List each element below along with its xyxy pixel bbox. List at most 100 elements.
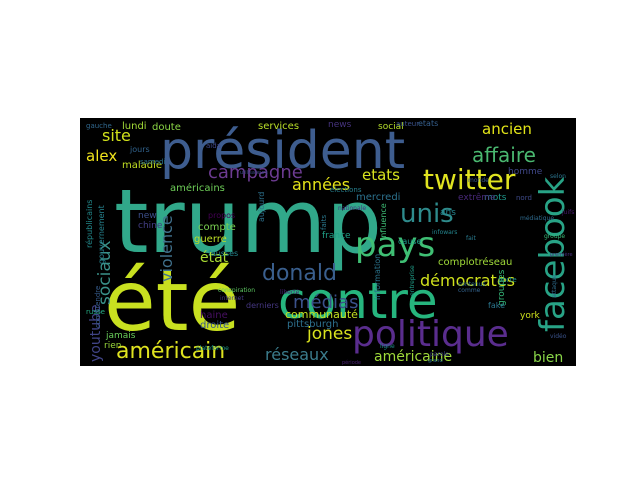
cloud-word: maladie bbox=[122, 160, 162, 171]
cloud-word: utilisateurs bbox=[240, 170, 268, 176]
cloud-word: sociaux bbox=[95, 240, 115, 305]
cloud-word: etats bbox=[418, 119, 438, 128]
cloud-word: droite bbox=[200, 320, 229, 331]
cloud-word: internet bbox=[220, 295, 244, 302]
cloud-word: première bbox=[550, 251, 573, 258]
cloud-word: aujourd bbox=[257, 192, 266, 222]
cloud-word: selon bbox=[550, 173, 566, 180]
cloud-word: france bbox=[322, 231, 351, 241]
cloud-word: alex bbox=[86, 147, 117, 165]
cloud-word: information bbox=[373, 254, 382, 300]
cloud-word: ancien bbox=[482, 120, 532, 138]
cloud-word: conspiration bbox=[218, 287, 255, 294]
cloud-word: doute bbox=[152, 122, 181, 133]
cloud-word: été bbox=[104, 252, 240, 350]
cloud-word: années bbox=[292, 175, 350, 194]
cloud-word: américains bbox=[170, 182, 225, 194]
cloud-word: nationale bbox=[338, 205, 366, 212]
cloud-word: gauche bbox=[86, 122, 112, 130]
cloud-word: comprendre bbox=[94, 286, 102, 328]
cloud-word: chine bbox=[138, 221, 163, 231]
cloud-word: liberté bbox=[280, 289, 300, 296]
cloud-word: jours bbox=[129, 145, 150, 154]
cloud-word: monde bbox=[468, 177, 489, 184]
cloud-word: infowars bbox=[432, 229, 457, 236]
cloud-word: groupes bbox=[497, 269, 507, 306]
cloud-word: élections bbox=[330, 186, 362, 194]
cloud-word: affaire bbox=[472, 143, 536, 167]
cloud-word: contenus bbox=[458, 281, 486, 288]
cloud-word: homme bbox=[508, 167, 543, 177]
cloud-word: facebook bbox=[533, 176, 573, 332]
cloud-word: parole bbox=[430, 351, 449, 358]
cloud-word: président bbox=[160, 121, 405, 181]
cloud-word: russe bbox=[86, 308, 105, 316]
cloud-word: complotréseau bbox=[438, 256, 512, 268]
cloud-word: new bbox=[138, 211, 157, 221]
cloud-word: etats bbox=[362, 166, 400, 184]
cloud-word: ligne bbox=[380, 343, 395, 350]
cloud-word: communauté bbox=[285, 308, 358, 321]
cloud-word: haine bbox=[200, 310, 228, 321]
cloud-word: pays bbox=[355, 225, 435, 265]
cloud-word: samedi bbox=[140, 158, 166, 166]
cloud-word: fake bbox=[488, 301, 505, 310]
cloud-word: unis bbox=[400, 199, 454, 229]
cloud-word: entreprise bbox=[409, 265, 416, 296]
cloud-word: gouvernement bbox=[97, 205, 106, 264]
cloud-word: derniers bbox=[246, 301, 279, 310]
cloud-word: fausses bbox=[208, 249, 238, 258]
cloud-word: politique bbox=[352, 314, 509, 355]
cloud-word: lundi bbox=[122, 121, 147, 132]
cloud-word: américain bbox=[116, 339, 225, 364]
cloud-word: jones bbox=[306, 324, 352, 344]
cloud-word: ans bbox=[440, 208, 456, 218]
cloud-word: york bbox=[520, 311, 541, 321]
cloud-word: news bbox=[328, 120, 352, 130]
cloud-word: groupe bbox=[544, 233, 565, 240]
cloud-word: mots bbox=[484, 193, 507, 203]
cloud-word: bien bbox=[533, 350, 563, 366]
cloud-word: vidéo bbox=[550, 333, 567, 340]
cloud-word: nord bbox=[516, 194, 532, 202]
cloud-word: républicains bbox=[84, 200, 94, 248]
cloud-word: violence bbox=[157, 215, 176, 282]
cloud-word: youtube bbox=[88, 304, 104, 362]
cloud-word: rien bbox=[104, 341, 121, 351]
cloud-word: auteur bbox=[396, 120, 419, 128]
cloud-word: américaine bbox=[374, 349, 452, 365]
cloud-word: propos bbox=[208, 211, 235, 220]
cloud-word: twitter bbox=[423, 163, 516, 196]
cloud-word: compte bbox=[198, 222, 236, 233]
cloud-word: extrême bbox=[458, 192, 496, 203]
cloud-word: social bbox=[378, 122, 404, 132]
cloud-word: porte bbox=[498, 276, 517, 284]
cloud-word: jamais bbox=[105, 331, 136, 341]
cloud-word: site bbox=[102, 126, 131, 145]
cloud-word: trump bbox=[114, 170, 382, 273]
cloud-word: faits bbox=[320, 215, 328, 230]
cloud-word: plateforme bbox=[196, 345, 229, 352]
cloud-word: grand bbox=[428, 358, 443, 364]
cloud-word: juifs bbox=[561, 209, 574, 216]
cloud-word: démocrates bbox=[420, 271, 515, 290]
cloud-word: état bbox=[200, 250, 229, 266]
cloud-word: campagne bbox=[208, 162, 303, 183]
cloud-word: réseaux bbox=[265, 345, 329, 364]
cloud-word: aida bbox=[206, 142, 221, 150]
cloud-word: cause bbox=[398, 237, 422, 246]
cloud-word: pittsburgh bbox=[287, 319, 338, 330]
cloud-word: mercredi bbox=[356, 192, 400, 203]
cloud-word: contre bbox=[278, 272, 438, 330]
cloud-word: services bbox=[258, 121, 299, 132]
cloud-word: attaque bbox=[551, 274, 558, 298]
word-cloud: trump été président contre facebook politique… bbox=[80, 118, 576, 366]
cloud-word: guerre bbox=[194, 234, 227, 245]
cloud-word: médiatique bbox=[520, 215, 554, 222]
cloud-word: donald bbox=[262, 261, 337, 286]
cloud-word: médias bbox=[293, 292, 358, 313]
cloud-word: fait bbox=[466, 235, 476, 242]
cloud-word: comme bbox=[458, 287, 481, 294]
